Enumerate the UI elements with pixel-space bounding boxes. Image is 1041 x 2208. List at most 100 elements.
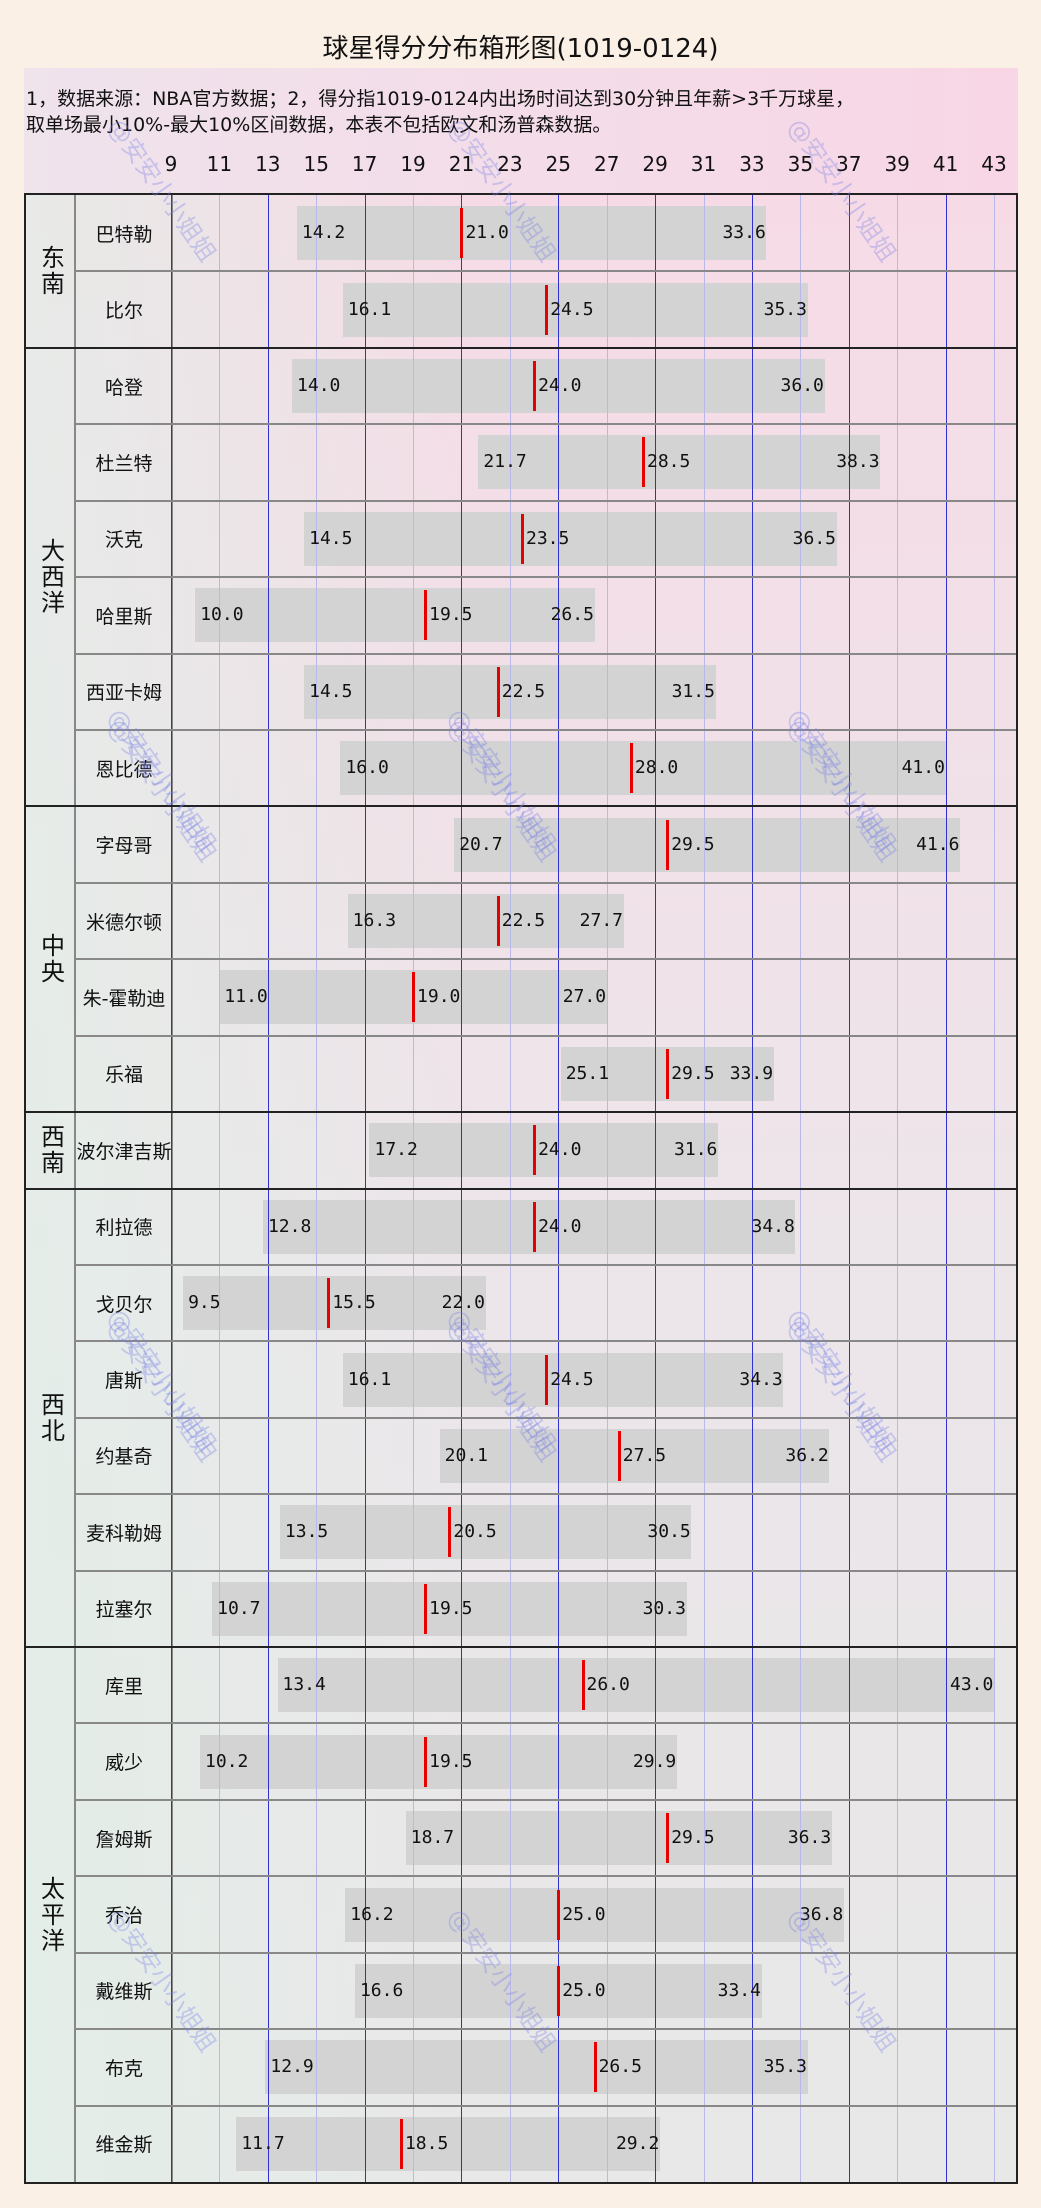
median-label: 19.0 xyxy=(417,986,461,1008)
min-label: 18.7 xyxy=(410,1827,455,1849)
x-tick-label: 37 xyxy=(836,152,862,176)
player-name: 约基奇 xyxy=(95,1446,153,1469)
min-label: 10.2 xyxy=(205,1750,249,1772)
median-label: 22.5 xyxy=(501,910,546,932)
box-bar xyxy=(183,1276,486,1331)
box-bar xyxy=(200,1734,677,1789)
box-bar xyxy=(478,435,881,490)
median-line xyxy=(666,819,670,870)
median-label: 24.5 xyxy=(550,1368,594,1390)
min-label: 16.1 xyxy=(347,1368,392,1390)
box-bar xyxy=(277,1658,994,1713)
player-name: 朱-霍勒迪 xyxy=(82,987,166,1010)
median-label: 27.5 xyxy=(622,1444,667,1466)
box-bar xyxy=(439,1428,830,1483)
player-name: 波尔津吉斯 xyxy=(76,1140,172,1163)
median-line xyxy=(327,1278,331,1329)
player-name: 库里 xyxy=(104,1675,143,1698)
median-line xyxy=(424,1736,428,1787)
median-label: 28.0 xyxy=(634,757,679,779)
box-bar xyxy=(347,894,624,949)
median-line xyxy=(666,1813,670,1864)
median-label: 25.0 xyxy=(562,1903,606,1925)
median-line xyxy=(424,590,428,641)
region-label: 东南 xyxy=(36,245,65,298)
median-line xyxy=(533,1201,537,1252)
median-label: 23.5 xyxy=(525,527,570,549)
min-label: 10.7 xyxy=(217,1597,261,1619)
player-name: 恩比德 xyxy=(95,758,153,781)
row-divider xyxy=(75,728,1016,731)
player-name: 唐斯 xyxy=(104,1370,143,1393)
box-bar xyxy=(345,1887,844,1942)
row-divider xyxy=(75,499,1016,502)
min-label: 11.0 xyxy=(224,986,268,1008)
max-label: 43.0 xyxy=(950,1674,994,1696)
median-label: 18.5 xyxy=(404,2132,449,2154)
median-label: 24.0 xyxy=(538,1139,582,1161)
x-tick-label: 17 xyxy=(351,152,378,176)
median-line xyxy=(557,1889,561,1940)
x-tick-label: 21 xyxy=(448,152,475,176)
min-label: 16.6 xyxy=(359,1979,404,2001)
player-name: 戴维斯 xyxy=(95,1981,153,2004)
median-line xyxy=(496,896,500,947)
min-label: 12.9 xyxy=(270,2056,314,2078)
max-label: 33.9 xyxy=(729,1062,774,1084)
median-label: 26.5 xyxy=(598,2056,642,2078)
row-divider xyxy=(75,881,1016,884)
x-tick-label: 11 xyxy=(206,152,233,176)
max-label: 31.5 xyxy=(671,680,715,702)
median-label: 29.5 xyxy=(671,1827,715,1849)
x-tick-label: 29 xyxy=(642,152,668,176)
median-label: 19.5 xyxy=(429,1597,473,1619)
min-label: 17.2 xyxy=(374,1139,418,1161)
player-name: 哈登 xyxy=(104,376,143,399)
min-label: 20.7 xyxy=(459,833,503,855)
region-label: 中央 xyxy=(36,933,65,986)
chart-title: 球星得分分布箱形图(1019-0124) xyxy=(322,34,719,64)
note-band xyxy=(24,68,1018,193)
max-label: 33.4 xyxy=(717,1979,761,2001)
row-divider xyxy=(75,1493,1016,1496)
x-tick-label: 9 xyxy=(164,152,178,176)
median-line xyxy=(557,1965,561,2016)
row-divider xyxy=(75,958,1016,961)
median-label: 28.5 xyxy=(647,451,691,473)
x-tick-label: 35 xyxy=(787,152,814,176)
box-bar xyxy=(304,511,837,566)
row-divider xyxy=(75,1034,1016,1037)
median-line xyxy=(424,1583,428,1634)
box-bar xyxy=(279,1505,692,1560)
min-label: 14.2 xyxy=(301,222,346,244)
row-divider xyxy=(75,2028,1016,2031)
min-label: 16.0 xyxy=(345,757,389,779)
row-divider xyxy=(75,2104,1016,2107)
x-tick-label: 41 xyxy=(932,152,959,176)
row-divider xyxy=(75,1722,1016,1725)
region-divider xyxy=(26,805,1016,808)
region-label: 大西洋 xyxy=(36,538,65,617)
x-tick-label: 33 xyxy=(739,152,765,176)
player-name: 维金斯 xyxy=(95,2134,153,2157)
box-bar xyxy=(195,588,595,643)
max-label: 35.3 xyxy=(763,298,807,320)
row-divider xyxy=(75,576,1016,579)
max-label: 33.6 xyxy=(722,222,766,244)
player-name: 比尔 xyxy=(104,300,143,323)
player-name: 威少 xyxy=(104,1752,143,1775)
median-label: 19.5 xyxy=(429,1750,473,1772)
median-label: 26.0 xyxy=(586,1674,630,1696)
median-label: 22.5 xyxy=(501,680,546,702)
median-label: 20.5 xyxy=(453,1521,497,1543)
row-divider xyxy=(75,1340,1016,1343)
x-tick-label: 13 xyxy=(255,152,281,176)
player-name: 哈里斯 xyxy=(95,605,153,628)
median-line xyxy=(629,743,633,794)
x-tick-label: 31 xyxy=(690,152,717,176)
median-label: 19.5 xyxy=(429,604,473,626)
region-label: 西北 xyxy=(36,1391,65,1444)
max-label: 36.0 xyxy=(780,375,824,397)
box-bar xyxy=(454,817,961,872)
max-label: 30.3 xyxy=(642,1597,686,1619)
